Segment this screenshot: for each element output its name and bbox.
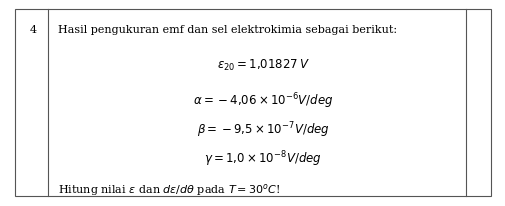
Text: Hasil pengukuran emf dan sel elektrokimia sebagai berikut:: Hasil pengukuran emf dan sel elektrokimi… [58, 25, 396, 35]
Text: $\gamma = 1{,}0 \times 10^{-8}V/deg$: $\gamma = 1{,}0 \times 10^{-8}V/deg$ [204, 148, 321, 168]
Text: $\varepsilon_{20} = 1{,}01827\,V$: $\varepsilon_{20} = 1{,}01827\,V$ [216, 58, 309, 73]
Text: $\alpha = -4{,}06 \times 10^{-6}V/deg$: $\alpha = -4{,}06 \times 10^{-6}V/deg$ [192, 91, 333, 110]
Text: 4: 4 [29, 25, 36, 35]
Text: $\beta = -9{,}5 \times 10^{-7}V/deg$: $\beta = -9{,}5 \times 10^{-7}V/deg$ [196, 119, 329, 139]
Text: Hitung nilai $\varepsilon$ dan $d\varepsilon/d\theta$ pada $T = 30^{o}C$!: Hitung nilai $\varepsilon$ dan $d\vareps… [58, 181, 280, 197]
